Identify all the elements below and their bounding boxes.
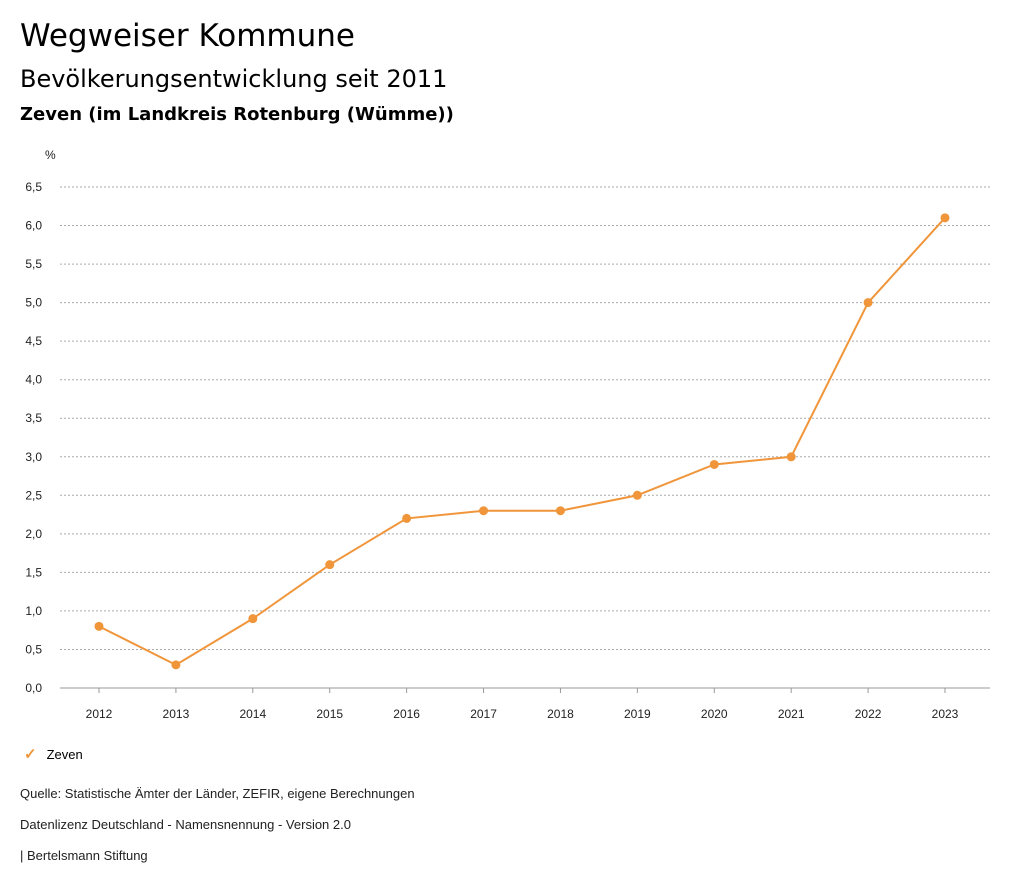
x-tick-label: 2017 (470, 707, 497, 721)
data-point (248, 614, 258, 624)
y-tick-label: 5,5 (25, 257, 42, 271)
data-point (479, 506, 489, 516)
y-axis-unit: % (45, 148, 56, 162)
y-tick-label: 0,0 (25, 681, 42, 695)
y-tick-label: 1,0 (25, 604, 42, 618)
x-tick-label: 2022 (855, 707, 882, 721)
region-title: Zeven (im Landkreis Rotenburg (Wümme)) (20, 104, 454, 125)
y-tick-label: 1,5 (25, 565, 42, 579)
brand-note: | Bertelsmann Stiftung (20, 848, 148, 863)
series-line-zeven (98, 217, 946, 667)
x-tick-label: 2023 (932, 707, 959, 721)
y-tick-label: 5,0 (25, 296, 42, 310)
x-tick-label: 2021 (778, 707, 805, 721)
y-tick-label: 2,0 (25, 527, 42, 541)
data-point (940, 213, 950, 223)
source-note: Quelle: Statistische Ämter der Länder, Z… (20, 786, 415, 801)
legend-item-zeven[interactable]: ✓ Zeven (24, 745, 83, 763)
data-point (94, 621, 104, 631)
x-tick-label: 2015 (316, 707, 343, 721)
x-tick-label: 2014 (239, 707, 266, 721)
y-tick-label: 4,5 (25, 334, 42, 348)
license-note: Datenlizenz Deutschland - Namensnennung … (20, 817, 351, 832)
data-point (863, 298, 873, 308)
page-title: Wegweiser Kommune (20, 18, 355, 54)
chart-subtitle: Bevölkerungsentwicklung seit 2011 (20, 65, 448, 93)
legend-label: Zeven (46, 746, 83, 762)
data-point (171, 660, 181, 670)
data-point (402, 513, 412, 523)
y-tick-label: 4,0 (25, 373, 42, 387)
x-tick-label: 2018 (547, 707, 574, 721)
y-tick-label: 2,5 (25, 488, 42, 502)
data-point (786, 452, 796, 462)
data-point (632, 490, 642, 500)
x-tick-label: 2016 (393, 707, 420, 721)
x-tick-label: 2019 (624, 707, 651, 721)
x-tick-label: 2020 (701, 707, 728, 721)
data-point (555, 506, 565, 516)
y-tick-label: 3,0 (25, 450, 42, 464)
check-icon: ✓ (24, 746, 37, 763)
data-point (709, 459, 719, 469)
x-tick-label: 2012 (86, 707, 113, 721)
x-tick-label: 2013 (163, 707, 190, 721)
data-point (325, 560, 335, 570)
y-tick-label: 3,5 (25, 411, 42, 425)
y-tick-label: 6,0 (25, 219, 42, 233)
y-tick-label: 6,5 (25, 180, 42, 194)
y-tick-label: 0,5 (25, 642, 42, 656)
